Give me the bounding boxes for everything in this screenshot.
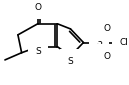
Text: O: O xyxy=(103,24,110,33)
Text: S: S xyxy=(35,47,41,56)
Text: Cl: Cl xyxy=(119,38,128,47)
Text: S: S xyxy=(68,57,73,66)
Text: O: O xyxy=(103,52,110,61)
Text: O: O xyxy=(34,3,41,12)
Text: S: S xyxy=(96,38,102,47)
